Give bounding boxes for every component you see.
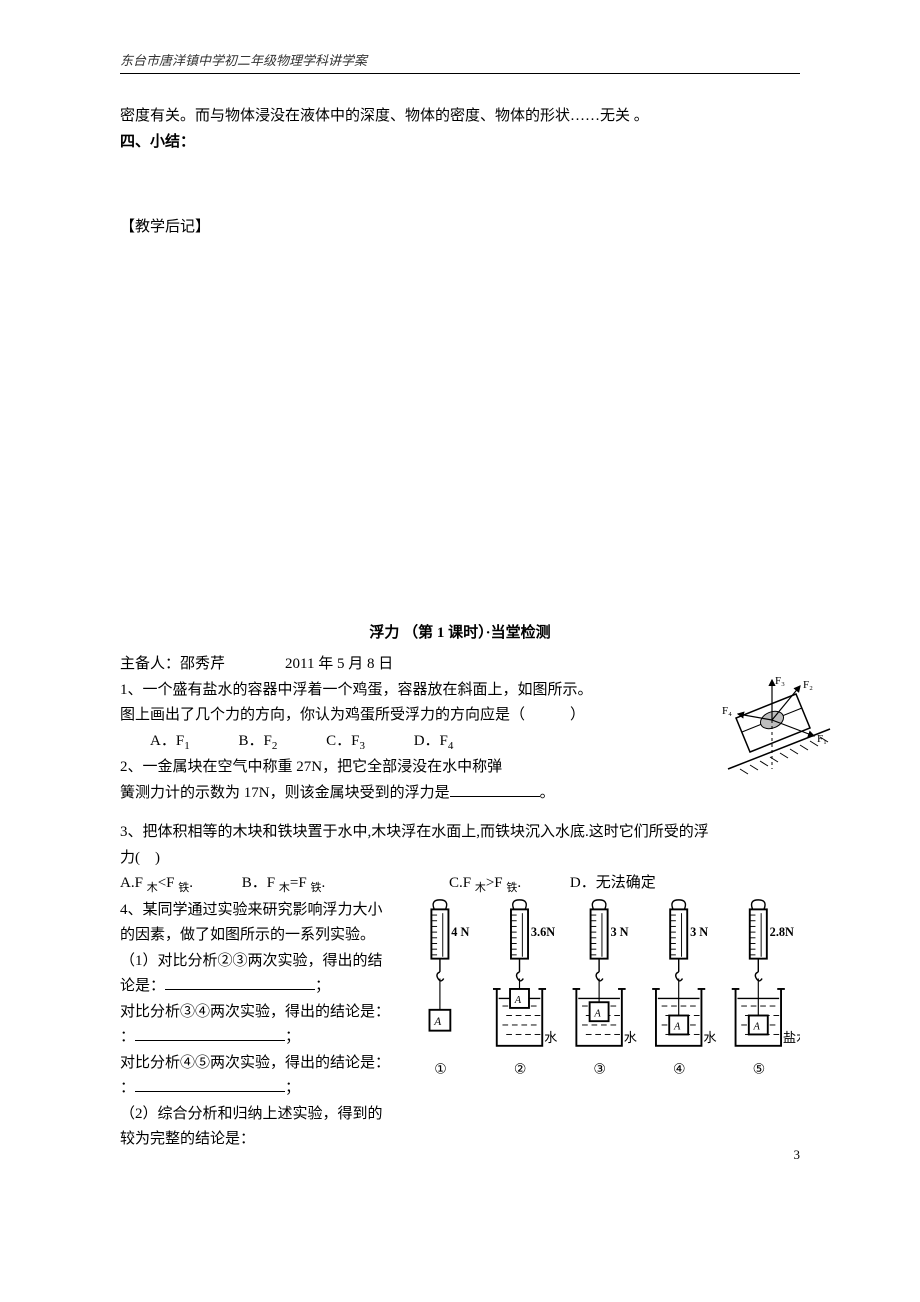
test-title: 浮力 （第 1 课时）·当堂检测	[120, 621, 800, 647]
school-name: 东台市唐洋镇中学初二年级物理学科讲学案	[120, 53, 367, 68]
f4-label: F₄	[722, 705, 732, 717]
intro-line1: 密度有关。而与物体浸没在液体中的深度、物体的密度、物体的形状……无关 。	[120, 104, 800, 130]
q4-blank-2	[135, 1026, 285, 1041]
svg-text:A: A	[593, 1008, 601, 1019]
q3-line2: 力( )	[120, 846, 800, 872]
q1-opt-d: D．F4	[414, 733, 454, 749]
q3-opt-c: C.F 木>F 铁.	[449, 875, 521, 891]
postnote-title: 【教学后记】	[120, 215, 800, 241]
liquid-5: 盐水	[783, 1030, 800, 1045]
q4-blank-1	[165, 975, 315, 990]
page-number: 3	[794, 1147, 801, 1163]
circle-1: ①	[434, 1061, 447, 1077]
q1-options: A．F1 B．F2 C．F3 D．F4	[120, 729, 800, 756]
question-3: 3、把体积相等的木块和铁块置于水中,木块浮在水面上,而铁块沉入水底.这时它们所受…	[120, 820, 800, 898]
q4-figure: 4 N A ① 3.6N A 水 ② 3 N A 水 ③ 3 N A 水 ④ 2.8N A 盐水 ⑤	[402, 898, 800, 1097]
liquid-3: 水	[624, 1030, 637, 1045]
q1-opt-a: A．F1	[150, 733, 190, 749]
q1-opt-c: C．F3	[326, 733, 365, 749]
svg-text:A: A	[514, 995, 522, 1006]
circle-2: ②	[514, 1061, 527, 1077]
q4-blank-3	[135, 1077, 285, 1092]
intro-block: 密度有关。而与物体浸没在液体中的深度、物体的密度、物体的形状……无关 。 四、小…	[120, 104, 800, 241]
f3-label: F₃	[775, 675, 785, 687]
q1-opt-b: B．F2	[238, 733, 277, 749]
reading-3: 3 N	[610, 925, 628, 939]
q1-line1: 1、一个盛有盐水的容器中浮着一个鸡蛋，容器放在斜面上，如图所示。	[120, 678, 800, 704]
svg-text:A: A	[753, 1022, 761, 1033]
reading-5: 2.8N	[770, 925, 794, 939]
reading-2: 3.6N	[531, 925, 555, 939]
q3-opt-a: A.F 木<F 铁.	[120, 875, 193, 891]
question-1: 1、一个盛有盐水的容器中浮着一个鸡蛋，容器放在斜面上，如图所示。 图上画出了几个…	[120, 678, 800, 756]
q1-figure: F₃ F₂ F₄ F₁	[720, 674, 840, 784]
q3-line1: 3、把体积相等的木块和铁块置于水中,木块浮在水面上,而铁块沉入水底.这时它们所受…	[120, 820, 800, 846]
section-4-title: 四、小结：	[120, 130, 800, 156]
q3-opt-b: B．F 木=F 铁.	[242, 875, 325, 891]
q4-text: 4、某同学通过实验来研究影响浮力大小的因素，做了如图所示的一系列实验。 （1）对…	[120, 898, 390, 1153]
reading-1: 4 N	[451, 925, 469, 939]
circle-3: ③	[593, 1061, 606, 1077]
question-2: 2、一金属块在空气中称重 27N，把它全部浸没在水中称弹 簧测力计的示数为 17…	[120, 755, 800, 806]
q2-line1: 2、一金属块在空气中称重 27N，把它全部浸没在水中称弹	[120, 759, 502, 775]
q3-opt-d: D．无法确定	[570, 875, 656, 891]
circle-5: ⑤	[753, 1061, 766, 1077]
f1-label: F₁	[817, 733, 827, 745]
page-header: 东台市唐洋镇中学初二年级物理学科讲学案	[120, 50, 800, 74]
liquid-2: 水	[544, 1030, 557, 1045]
q3-options: A.F 木<F 铁. B．F 木=F 铁. C.F 木>F 铁. D．无法确定	[120, 871, 800, 898]
circle-4: ④	[673, 1061, 686, 1077]
svg-text:A: A	[433, 1016, 441, 1028]
q2-line2: 簧测力计的示数为 17N，则该金属块受到的浮力是	[120, 785, 450, 801]
liquid-4: 水	[703, 1030, 716, 1045]
q1-line2: 图上画出了几个力的方向，你认为鸡蛋所受浮力的方向应是（ ）	[120, 703, 800, 729]
q2-blank	[450, 782, 540, 797]
reading-4: 3 N	[690, 925, 708, 939]
f2-label: F₂	[803, 679, 813, 691]
svg-text:A: A	[673, 1022, 681, 1033]
test-block: 浮力 （第 1 课时）·当堂检测 主备人：邵秀芹 2011 年 5 月 8 日 …	[120, 621, 800, 1153]
author-line: 主备人：邵秀芹 2011 年 5 月 8 日	[120, 652, 800, 678]
question-4: 4、某同学通过实验来研究影响浮力大小的因素，做了如图所示的一系列实验。 （1）对…	[120, 898, 800, 1153]
